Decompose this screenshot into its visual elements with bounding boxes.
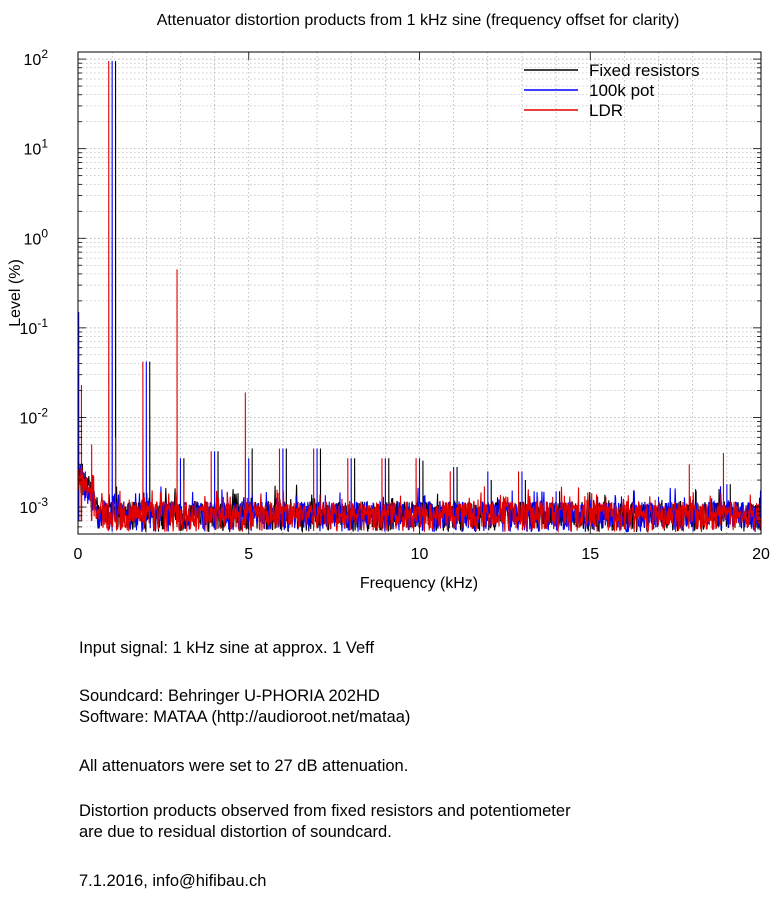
y-tick-label: 102 xyxy=(24,47,49,69)
y-tick-label: 10-3 xyxy=(20,495,49,517)
legend-label: Fixed resistors xyxy=(589,61,700,80)
x-tick-label: 15 xyxy=(581,546,599,563)
note-software: Software: MATAA (http://audioroot.net/ma… xyxy=(79,708,411,726)
y-tick-label: 10-1 xyxy=(20,316,49,338)
x-axis-label: Frequency (kHz) xyxy=(360,575,478,592)
legend-label: 100k pot xyxy=(589,81,654,100)
note-attenuation: All attenuators were set to 27 dB attenu… xyxy=(79,757,409,775)
legend-label: LDR xyxy=(589,101,623,120)
notes-block: Input signal: 1 kHz sine at approx. 1 Ve… xyxy=(79,638,374,659)
distortion-chart: Attenuator distortion products from 1 kH… xyxy=(7,12,770,592)
series-layer xyxy=(78,61,761,534)
y-axis-label: Level (%) xyxy=(7,259,24,327)
x-tick-label: 10 xyxy=(411,546,429,563)
y-tick-label: 10-2 xyxy=(20,405,49,427)
notes-footer: 7.1.2016, info@hifibau.ch xyxy=(79,871,266,892)
axis-ticks: 0 5 10 15 20 10-3 10-2 10-1 100 101 102 xyxy=(20,47,770,563)
note-soundcard: Soundcard: Behringer U-PHORIA 202HD xyxy=(79,687,380,705)
note-distortion-line1: Distortion products observed from fixed … xyxy=(79,802,571,820)
note-distortion-line2: are due to residual distortion of soundc… xyxy=(79,823,392,841)
note-footer: 7.1.2016, info@hifibau.ch xyxy=(79,872,267,890)
y-tick-label: 100 xyxy=(24,226,49,248)
notes-distortion: Distortion products observed from fixed … xyxy=(79,801,571,843)
notes-setup: Soundcard: Behringer U-PHORIA 202HD Soft… xyxy=(79,686,410,728)
series-line xyxy=(78,61,761,534)
y-tick-label: 101 xyxy=(24,137,49,159)
x-tick-label: 20 xyxy=(752,546,770,563)
notes-attenuation: All attenuators were set to 27 dB attenu… xyxy=(79,756,408,777)
note-input-signal: Input signal: 1 kHz sine at approx. 1 Ve… xyxy=(79,639,375,657)
x-tick-label: 0 xyxy=(74,546,83,563)
x-tick-label: 5 xyxy=(244,546,253,563)
chart-title: Attenuator distortion products from 1 kH… xyxy=(157,12,680,29)
